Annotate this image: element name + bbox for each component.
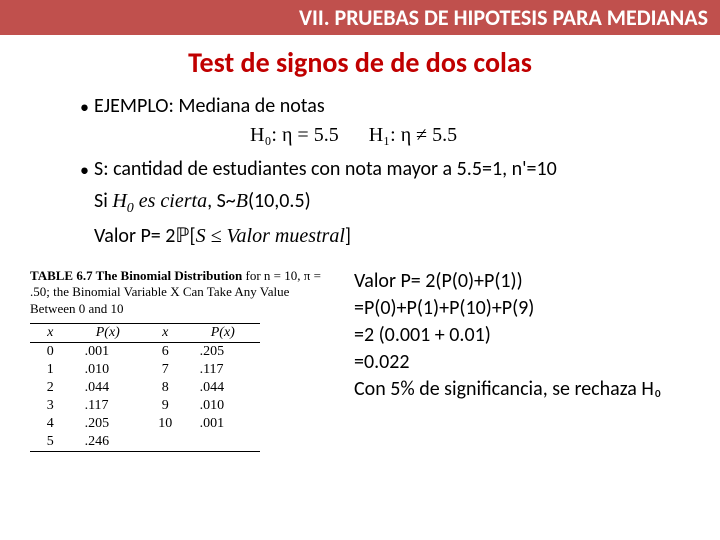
table-row: 5.246 <box>30 433 260 452</box>
page-title: Test de signos de de dos colas <box>0 45 720 80</box>
lower-section: TABLE 6.7 The Binomial Distribution for … <box>0 268 720 452</box>
table-row: 2.0448.044 <box>30 379 260 397</box>
section-header-text: VII. PRUEBAS DE HIPOTESIS PARA MEDIANAS <box>299 4 708 31</box>
table-row: 4.20510.001 <box>30 415 260 433</box>
s-definition-block: • S: cantidad de estudiantes con nota ma… <box>80 157 660 183</box>
caption-bold: TABLE 6.7 The Binomial Distribution <box>30 268 242 283</box>
calc-line-3: =2 (0.001 + 0.01) <box>354 322 662 349</box>
if-h0-line: Si H0 es cierta, S~B(10,0.5) <box>94 189 660 217</box>
col-x1: x <box>30 323 71 342</box>
content-area: • EJEMPLO: Mediana de notas H₀: η = 5.5 … <box>0 94 720 248</box>
col-px1: P(x) <box>71 323 145 342</box>
col-px2: P(x) <box>186 323 260 342</box>
binomial-table-block: TABLE 6.7 The Binomial Distribution for … <box>30 268 330 452</box>
h0-text: H₀: η = 5.5 <box>250 124 339 147</box>
pvalue-formula-line: Valor P= 2ℙ[S ≤ Valor muestral] <box>94 223 660 248</box>
col-x2: x <box>145 323 186 342</box>
calc-line-2: =P(0)+P(1)+P(10)+P(9) <box>354 295 662 322</box>
pvalue-formula-text: Valor P= 2ℙ[S ≤ Valor muestral] <box>94 224 351 248</box>
s-definition: S: cantidad de estudiantes con nota mayo… <box>94 157 557 181</box>
if-h0-text: Si H0 es cierta, S~B(10,0.5) <box>94 189 311 213</box>
example-label: EJEMPLO: Mediana de notas <box>94 94 325 118</box>
bullet-icon: • <box>80 94 94 120</box>
section-header: VII. PRUEBAS DE HIPOTESIS PARA MEDIANAS <box>0 0 720 35</box>
hypotheses-row: H₀: η = 5.5 H₁: η ≠ 5.5 <box>250 124 660 147</box>
example-block: • EJEMPLO: Mediana de notas H₀: η = 5.5 … <box>80 94 660 147</box>
h1-text: H₁: η ≠ 5.5 <box>369 124 457 147</box>
calculation-block: Valor P= 2(P(0)+P(1)) =P(0)+P(1)+P(10)+P… <box>354 268 662 403</box>
calc-line-5: Con 5% de significancia, se rechaza H₀ <box>354 376 662 403</box>
calc-line-1: Valor P= 2(P(0)+P(1)) <box>354 268 662 295</box>
binomial-table: x P(x) x P(x) 0.0016.205 1.0107.117 2.04… <box>30 323 260 452</box>
table-row: 0.0016.205 <box>30 342 260 361</box>
calc-line-4: =0.022 <box>354 349 662 376</box>
bullet-icon: • <box>80 157 94 183</box>
table-row: 3.1179.010 <box>30 397 260 415</box>
table-row: 1.0107.117 <box>30 361 260 379</box>
table-caption: TABLE 6.7 The Binomial Distribution for … <box>30 268 330 317</box>
